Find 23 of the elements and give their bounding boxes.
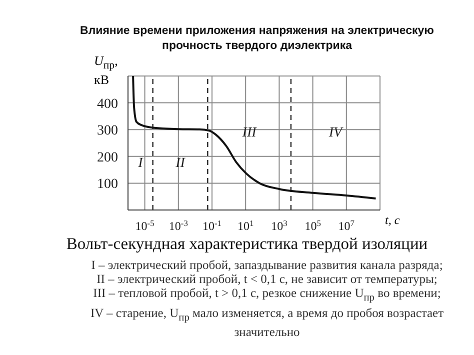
text: IV – старение, U$_{пр}$ мало изменяется, а время до пробоя возрастает значительно [89, 306, 445, 339]
annotation: IV [328, 125, 344, 140]
x-tick-label: 10$^{5}$ [304, 218, 321, 233]
text: Вольт-секундная характеристика твердой изоляции [65, 234, 429, 254]
y-tick-label: 200 [97, 150, 118, 166]
y-tick-label: 100 [97, 177, 118, 192]
x-tick-label: 10$^{-1}$ [202, 218, 222, 233]
y-tick-label: 400 [97, 96, 118, 112]
x-tick-label: 10$^{7}$ [338, 218, 354, 233]
x-tick-label: 10$^{3}$ [271, 218, 288, 233]
annotation: II [174, 156, 186, 172]
text: I – электрический пробой, запаздывание развития канала разряда; [90, 258, 444, 272]
text: III – тепловой пробой, t > 0,1 с, резкое снижение U$_{пр}$ во времени; [92, 286, 442, 306]
x-axis-title: t, с [385, 213, 400, 228]
annotation: I [137, 156, 144, 172]
y-axis-title: U$_{пр}$, кВ [94, 53, 119, 87]
chart-title: Влияние времени приложения напряжения на электрическую прочность твердого диэлектрика [79, 24, 435, 54]
x-tick-label: 10$^{-5}$ [135, 218, 154, 233]
x-tick-label: 10$^{1}$ [238, 218, 254, 233]
text: II – электрический пробой, t < 0,1 с, не зависит от температуры; [96, 272, 438, 286]
x-tick-label: 10$^{-3}$ [168, 218, 188, 233]
annotation: III [241, 125, 258, 140]
y-tick-label: 300 [97, 124, 118, 139]
